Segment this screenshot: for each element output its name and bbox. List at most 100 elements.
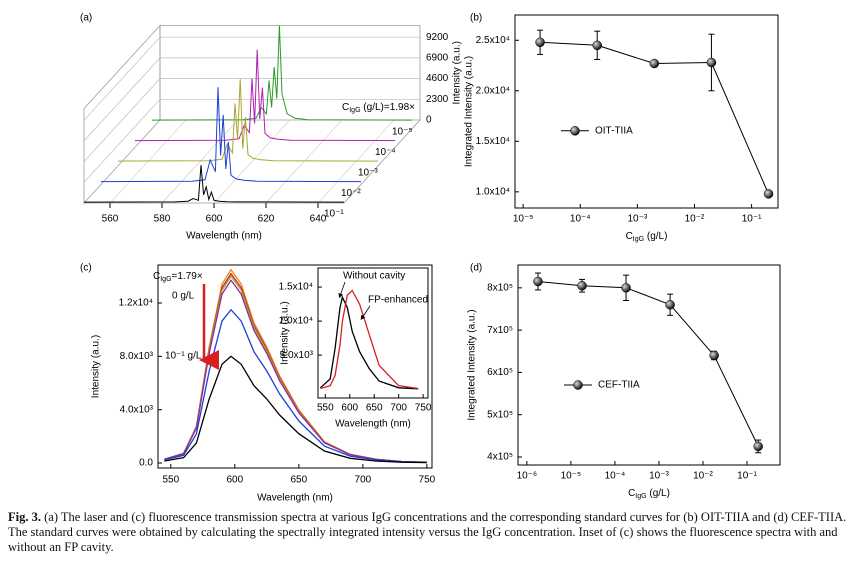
spectrum	[100, 87, 362, 183]
spectrum	[151, 25, 413, 121]
x-tick-label: 10⁻⁴	[570, 214, 591, 225]
x-axis-label-sub: IgG	[635, 493, 646, 500]
inset-label: Without cavity	[343, 271, 405, 282]
spectrum	[134, 49, 396, 142]
x-tick-label: 10⁻²	[693, 471, 713, 482]
y-axis-label: Integrated Intensity (a.u.)	[467, 309, 478, 420]
grid-line	[213, 119, 291, 204]
series-label: 10⁻⁵	[392, 127, 413, 138]
pointer	[360, 305, 371, 320]
x-tick-label: 10⁻³	[649, 471, 669, 482]
caption-label: Fig. 3.	[8, 510, 41, 524]
x-tick-label: 550	[162, 475, 179, 486]
y-axis-label: Integrated Intensity (a.u.)	[464, 56, 475, 167]
data-point	[621, 283, 631, 293]
pointer	[338, 281, 346, 299]
annotation: 0 g/L	[172, 291, 195, 302]
panel-label: (a)	[80, 13, 92, 24]
grid-line	[83, 57, 161, 142]
caption-text: (a) The laser and (c) fluorescence trans…	[8, 510, 847, 554]
x-tick-label: 600	[206, 214, 223, 225]
series-label: 10⁻²	[341, 188, 361, 199]
annotation: CIgG=1.79×	[153, 271, 203, 284]
annotation: 10⁻¹ g/L	[165, 351, 202, 362]
plot-frame	[514, 14, 779, 209]
y-tick-label: 0.0	[139, 458, 153, 469]
annotation: CIgG (g/L)=1.98×	[342, 102, 415, 115]
caption: Fig. 3. (a) The laser and (c) fluorescen…	[8, 510, 858, 555]
x-tick-label: 560	[102, 214, 119, 225]
y-tick-label: 2300	[426, 94, 449, 105]
x-tick-label: 600	[341, 403, 358, 414]
spectrum	[164, 308, 427, 464]
x-axis-label-main: C	[628, 488, 635, 499]
legend-label: OIT-TIIA	[595, 125, 633, 136]
data-point	[753, 441, 763, 452]
x-tick-label: 10⁻⁴	[605, 471, 626, 482]
plot-frame	[317, 267, 429, 399]
x-tick-label: 750	[415, 403, 432, 414]
y-tick-label: 1.5x10⁴	[279, 282, 313, 293]
data-point	[709, 350, 719, 361]
y-tick-label: 1.5x10⁴	[476, 136, 510, 147]
y-tick-label: 2.5x10⁴	[476, 35, 510, 46]
x-tick-label: 650	[366, 403, 383, 414]
x-tick-label: 10⁻⁶	[517, 471, 538, 482]
series-label: 10⁻⁴	[375, 147, 396, 158]
x-axis-label-rest: (g/L)	[647, 488, 670, 499]
inset-spectrum	[320, 289, 419, 390]
y-axis-label: Intensity (a.u.)	[280, 301, 291, 364]
y-tick-label: 1.2x10⁴	[119, 298, 153, 309]
x-tick-label: 550	[317, 403, 334, 414]
annotation-sub: IgG	[349, 107, 360, 114]
panel-label: (b)	[470, 13, 482, 24]
x-tick-label: 10⁻¹	[742, 214, 762, 225]
x-axis-label-main: C	[626, 231, 633, 242]
y-tick-label: 4.0x10³	[120, 404, 154, 415]
y-tick-label: 7x10⁵	[487, 325, 513, 336]
x-axis-label: CIgG (g/L)	[628, 488, 670, 501]
y-tick-label: 5.0x10³	[280, 350, 314, 361]
data-point	[533, 276, 543, 287]
y-axis-label: Intensity (a.u.)	[91, 335, 102, 398]
grid-line	[161, 119, 239, 204]
panel-label: (c)	[80, 263, 92, 274]
x-tick-label: 10⁻¹	[737, 471, 757, 482]
spectrum	[117, 79, 379, 162]
x-axis-label: Wavelength (nm)	[257, 493, 333, 504]
y-tick-label: 5x10⁵	[487, 409, 513, 420]
x-tick-label: 640	[310, 214, 327, 225]
data-point	[592, 40, 602, 51]
x-axis-label-sub: IgG	[633, 236, 644, 243]
data-point	[665, 299, 675, 310]
y-tick-label: 9200	[426, 32, 449, 43]
y-tick-label: 8.0x10³	[120, 351, 154, 362]
inset-bg	[318, 268, 428, 398]
x-tick-label: 620	[258, 214, 275, 225]
annotation-rest: =1.79×	[172, 271, 203, 282]
x-tick-label: 650	[290, 475, 307, 486]
y-tick-label: 8x10⁵	[487, 282, 513, 293]
x-axis-label: Wavelength (nm)	[335, 419, 411, 430]
y-axis-label: Intensity (a.u.)	[452, 41, 463, 104]
connect-line	[537, 281, 759, 447]
grid-line	[83, 36, 161, 121]
legend-marker	[570, 126, 580, 136]
x-axis-label: CIgG (g/L)	[626, 231, 668, 244]
x-tick-label: 580	[154, 214, 171, 225]
data-point	[706, 57, 717, 68]
plot-frame	[157, 264, 433, 469]
grid-line	[109, 119, 187, 204]
panel-label: (d)	[470, 263, 482, 274]
annotation-main: C	[153, 271, 160, 282]
series-label: 10⁻¹	[324, 209, 344, 220]
spectrum	[164, 355, 427, 464]
x-axis-label: Wavelength (nm)	[186, 231, 262, 242]
figure: 0 2300 4600 6900 9200 560 580 600 620 640 Waveleng…	[80, 13, 781, 504]
legend-label: CEF-TIIA	[598, 380, 640, 391]
grid-line	[83, 99, 161, 183]
inset-label: FP-enhanced	[368, 295, 428, 306]
annotation-sub: IgG	[160, 276, 171, 283]
side-wall	[83, 24, 161, 205]
